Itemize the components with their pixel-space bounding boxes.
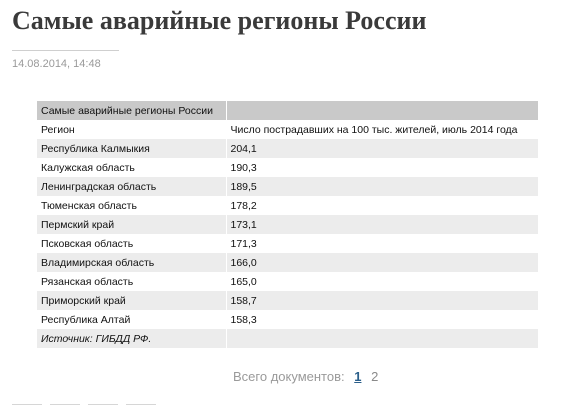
- table-row: Республика Алтай 158,3: [37, 310, 539, 329]
- victims-value: 166,0: [226, 253, 539, 272]
- victims-value: 165,0: [226, 272, 539, 291]
- table-row: Псковская область 171,3: [37, 234, 539, 253]
- article-title: Самые аварийные регионы России: [12, 6, 427, 35]
- documents-total-label: Всего документов:: [233, 369, 345, 384]
- table-caption-empty: [226, 101, 539, 120]
- pagination: Всего документов: 1 2: [233, 369, 378, 384]
- table-source-row: Источник: ГИБДД РФ.: [37, 329, 539, 348]
- page-1-link[interactable]: 1: [354, 369, 362, 384]
- victims-value: 158,7: [226, 291, 539, 310]
- table-row: Рязанская область 165,0: [37, 272, 539, 291]
- table-row: Тюменская область 178,2: [37, 196, 539, 215]
- table-row: Калужская область 190,3: [37, 158, 539, 177]
- region-name: Владимирская область: [37, 253, 227, 272]
- table-source: Источник: ГИБДД РФ.: [37, 329, 227, 348]
- region-name: Калужская область: [37, 158, 227, 177]
- region-name: Пермский край: [37, 215, 227, 234]
- title-divider: [12, 50, 119, 51]
- table-row: Ленинградская область 189,5: [37, 177, 539, 196]
- region-name: Тюменская область: [37, 196, 227, 215]
- victims-value: 204,1: [226, 139, 539, 158]
- header-victims: Число пострадавших на 100 тыс. жителей, …: [226, 120, 539, 139]
- header-region: Регион: [37, 120, 227, 139]
- table-row: Приморский край 158,7: [37, 291, 539, 310]
- victims-value: 190,3: [226, 158, 539, 177]
- article-date: 14.08.2014, 14:48: [12, 58, 101, 70]
- region-name: Республика Калмыкия: [37, 139, 227, 158]
- region-name: Псковская область: [37, 234, 227, 253]
- table-row: Пермский край 173,1: [37, 215, 539, 234]
- region-name: Рязанская область: [37, 272, 227, 291]
- table-caption: Самые аварийные регионы России: [37, 101, 227, 120]
- region-name: Приморский край: [37, 291, 227, 310]
- page-2-link[interactable]: 2: [371, 369, 379, 384]
- table-row: Республика Калмыкия 204,1: [37, 139, 539, 158]
- region-name: Республика Алтай: [37, 310, 227, 329]
- table-row: Владимирская область 166,0: [37, 253, 539, 272]
- regions-table: Самые аварийные регионы России Регион Чи…: [37, 101, 539, 348]
- table-caption-row: Самые аварийные регионы России: [37, 101, 539, 120]
- victims-value: 173,1: [226, 215, 539, 234]
- table-source-empty: [226, 329, 539, 348]
- victims-value: 158,3: [226, 310, 539, 329]
- victims-value: 171,3: [226, 234, 539, 253]
- victims-value: 189,5: [226, 177, 539, 196]
- region-name: Ленинградская область: [37, 177, 227, 196]
- victims-value: 178,2: [226, 196, 539, 215]
- table-header-row: Регион Число пострадавших на 100 тыс. жи…: [37, 120, 539, 139]
